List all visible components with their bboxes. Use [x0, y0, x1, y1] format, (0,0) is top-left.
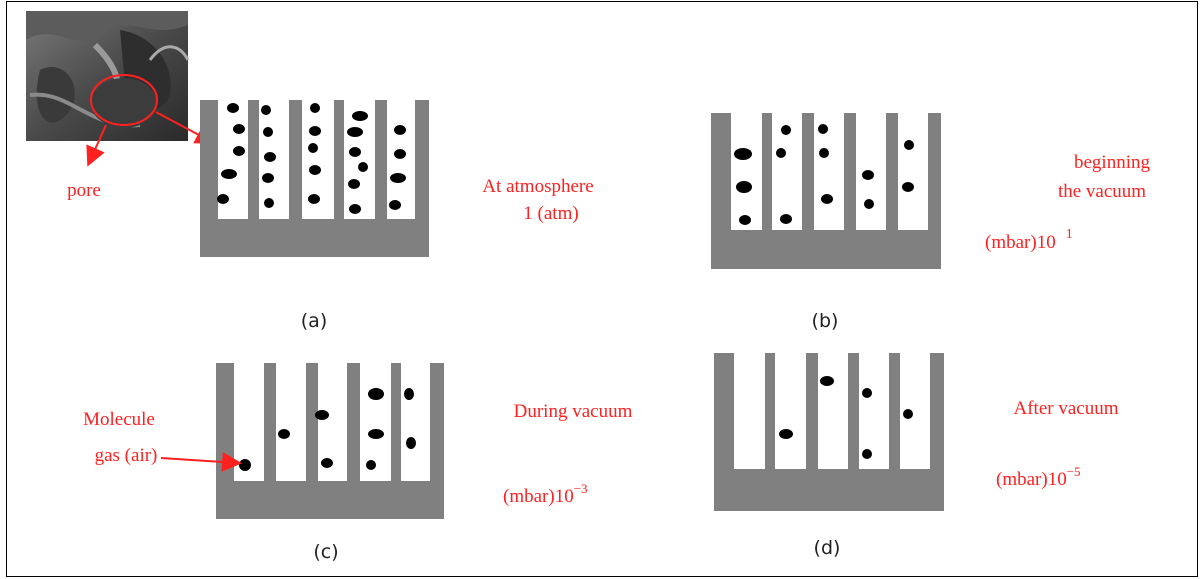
panel-a-condition: At atmosphere — [482, 176, 593, 197]
panel-c-label: (c) — [313, 541, 338, 563]
panel-c-pressure-base: (mbar)10 — [503, 486, 574, 507]
pore-label-arrow — [86, 124, 107, 167]
molecule-label-line1: Molecule — [83, 409, 155, 430]
panel-b-pressure: (mbar)10 1 — [985, 227, 1073, 253]
panel-b-molecules — [734, 124, 914, 225]
molecule-label-line2: gas (air) — [95, 445, 158, 466]
panel-b-pores — [731, 113, 928, 230]
panel-d-pressure-base: (mbar)10 — [996, 469, 1067, 490]
panel-d-pores — [734, 353, 930, 469]
panel-d-pressure-exponent: −5 — [1067, 464, 1081, 479]
panel-a-molecules — [217, 103, 406, 214]
panel-d-pressure: (mbar)10−5 — [996, 464, 1081, 490]
panel-a-pressure: 1 (atm) — [523, 203, 578, 224]
panel-d-label: (d) — [814, 537, 841, 559]
panel-a-label: (a) — [301, 310, 327, 332]
panel-d-molecules — [779, 376, 913, 459]
figure-frame — [6, 1, 1198, 577]
pore-label: pore — [67, 180, 101, 201]
panel-c-condition: During vacuum — [514, 401, 633, 422]
panel-b-pressure-base: (mbar)10 — [985, 232, 1056, 253]
panel-c-pressure: (mbar)10−3 — [503, 481, 588, 507]
panel-b-pressure-exponent: 1 — [1066, 227, 1073, 242]
sem-micrograph-image — [26, 11, 190, 141]
panel-b-condition-line2: the vacuum — [1058, 181, 1146, 202]
panel-b-condition-line1: beginning — [1074, 152, 1150, 173]
panel-c-pressure-exponent: −3 — [574, 481, 588, 496]
panel-d-condition: After vacuum — [1014, 398, 1119, 419]
panel-c-molecules — [239, 388, 416, 471]
molecule-label-arrow — [160, 451, 242, 472]
panel-b-label: (b) — [812, 310, 839, 332]
